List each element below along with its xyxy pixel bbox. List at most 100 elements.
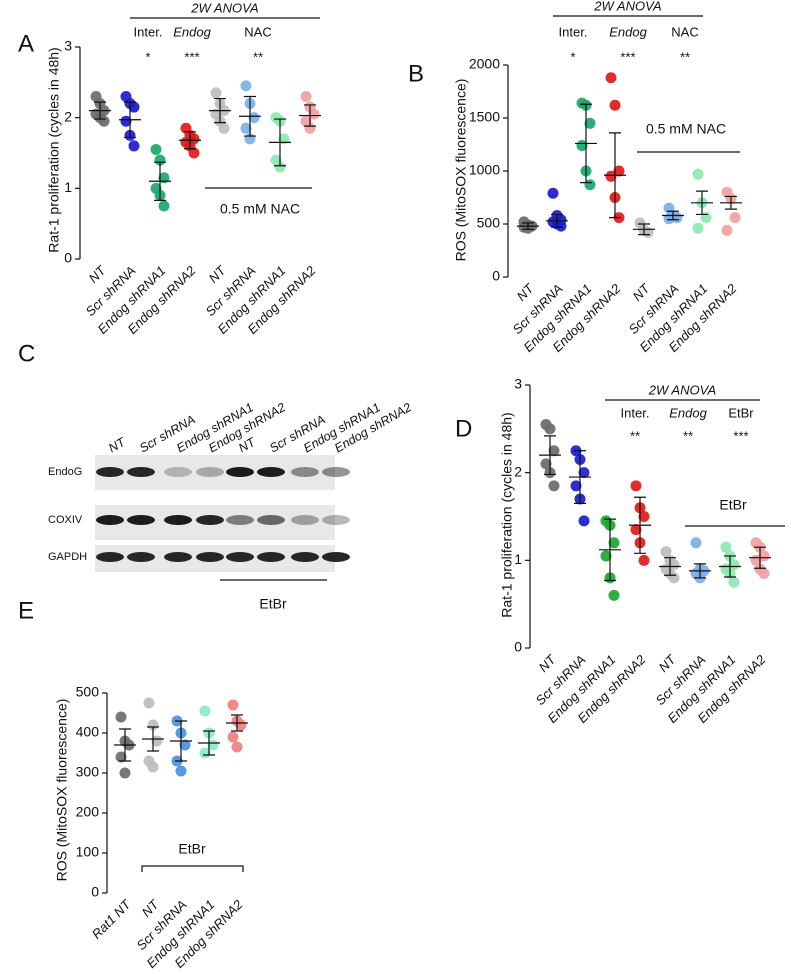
x-tick-label: NT [206,262,230,286]
anova-factor: NAC [671,24,698,39]
blot-band [96,467,124,477]
data-point [227,731,239,743]
row-label: EndoG [48,466,82,478]
data-point [240,122,252,134]
data-point [175,765,187,777]
blot-band [127,515,155,525]
y-tick-label: 3 [514,376,522,392]
data-point [240,80,252,92]
x-tick-label: NT [656,651,680,675]
blot-band [226,552,254,562]
blot-band [257,467,285,477]
panel-label: B [408,60,424,87]
y-axis-label: Rat-1 proliferation (cycles in 48h) [46,47,62,252]
x-tick-label: NT [86,262,110,286]
data-point [605,170,617,182]
blot-band [196,467,224,477]
data-point [660,546,672,558]
treatment-line [141,865,244,872]
data-point [278,133,290,145]
data-point [570,480,582,492]
data-point [555,220,567,232]
data-point [304,122,316,134]
data-point [548,445,560,457]
data-point [300,90,312,102]
data-point [605,72,617,84]
significance: * [570,49,575,64]
data-point [128,140,140,152]
y-tick-label: 0 [91,884,99,900]
anova-factor: NAC [244,24,271,39]
y-axis-label: ROS (MitoSOX fluorescence) [453,79,469,262]
data-point [578,467,590,479]
significance: ** [680,49,690,64]
blot-band [291,515,319,525]
blot-band [196,515,224,525]
anova-factor: Inter. [134,24,163,39]
y-tick-label: 500 [477,215,501,231]
treatment-label: 0.5 mM NAC [220,201,300,217]
data-point [158,172,170,184]
blot-band [164,552,192,562]
anova-factor: Endog [669,405,707,420]
y-tick-label: 0 [64,250,72,266]
anova-title: 2W ANOVA [648,382,716,397]
data-point [576,140,588,152]
lane-label: NT [106,434,129,455]
x-tick-label: Rat1 NT [89,896,135,942]
data-point [308,108,320,120]
data-point [728,576,740,588]
significance: *** [620,49,635,64]
data-point [235,719,247,731]
y-tick-label: 0 [514,639,522,655]
x-tick-label: NT [630,280,654,304]
anova-factor: Inter. [559,24,588,39]
data-point [548,480,560,492]
y-tick-label: 300 [76,764,100,780]
x-tick-label: NT [514,280,538,304]
data-point [600,550,612,562]
blot-band [127,467,155,477]
blot-band [257,552,285,562]
data-point [638,554,650,566]
blot-band [291,552,319,562]
data-point [115,711,127,723]
treatment-label: EtBr [178,841,206,857]
panel-label: A [18,30,34,57]
blot-band [322,515,350,525]
y-tick-label: 0 [492,268,500,284]
blot-band [226,515,254,525]
blot-band [96,515,124,525]
blot-band [196,552,224,562]
data-point [128,101,140,113]
data-point [143,697,155,709]
data-point [544,423,556,435]
data-point [671,212,683,224]
data-point [758,567,770,579]
data-point [158,200,170,212]
panel-label: E [18,597,34,624]
y-tick-label: 2 [64,108,72,124]
panel-label: C [18,340,35,367]
treatment-label: EtBr [719,497,747,513]
y-tick-label: 1 [514,551,522,567]
data-point [690,537,702,549]
row-label: COXIV [48,514,83,526]
data-point [218,122,230,134]
data-point [638,511,650,522]
blot-band [127,552,155,562]
data-point [608,537,620,549]
significance: * [145,49,150,64]
blot-band [291,467,319,477]
y-tick-label: 100 [76,844,100,860]
y-axis-label: ROS (MitoSOX fluorescence) [54,699,70,882]
data-point [609,99,621,111]
y-tick-label: 400 [76,724,100,740]
anova-title: 2W ANOVA [190,0,258,15]
data-point [692,168,704,180]
data-point [115,751,127,763]
data-point [120,115,132,127]
anova-factor: EtBr [728,405,754,420]
panel-label: D [455,415,472,442]
